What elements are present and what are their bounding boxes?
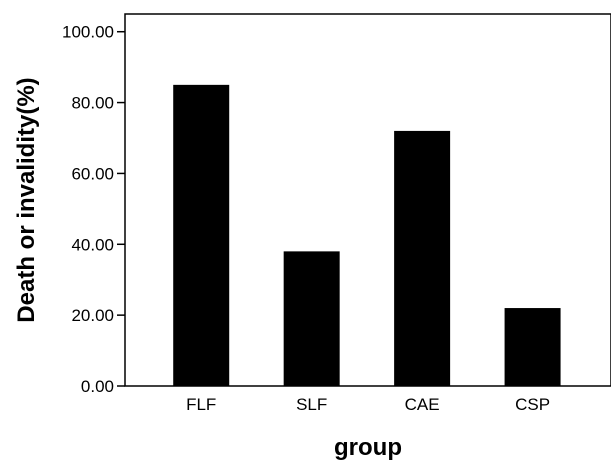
y-tick-label: 20.00 xyxy=(71,306,114,325)
bar-csp xyxy=(504,308,561,386)
bar-cae xyxy=(394,130,451,386)
bar-slf xyxy=(283,251,340,386)
plot-frame xyxy=(124,13,611,387)
y-tick-label: 0.00 xyxy=(81,377,114,396)
y-tick-label: 100.00 xyxy=(62,23,114,42)
x-tick-label: FLF xyxy=(186,395,216,414)
bars xyxy=(173,84,561,386)
y-tick-label: 40.00 xyxy=(71,235,114,254)
plot-border xyxy=(124,13,611,387)
x-tick-label: CSP xyxy=(515,395,550,414)
x-axis-label: group xyxy=(334,434,402,461)
y-axis: 0.00 20.00 40.00 60.00 80.00 100.00 xyxy=(62,23,125,396)
bar-flf xyxy=(173,84,230,386)
y-tick-label: 60.00 xyxy=(71,164,114,183)
x-axis: FLF SLF CAE CSP xyxy=(186,395,550,414)
x-tick-label: CAE xyxy=(405,395,440,414)
x-tick-label: SLF xyxy=(296,395,327,414)
y-axis-label: Death or invalidity(%) xyxy=(13,77,40,322)
y-tick-label: 80.00 xyxy=(71,94,114,113)
